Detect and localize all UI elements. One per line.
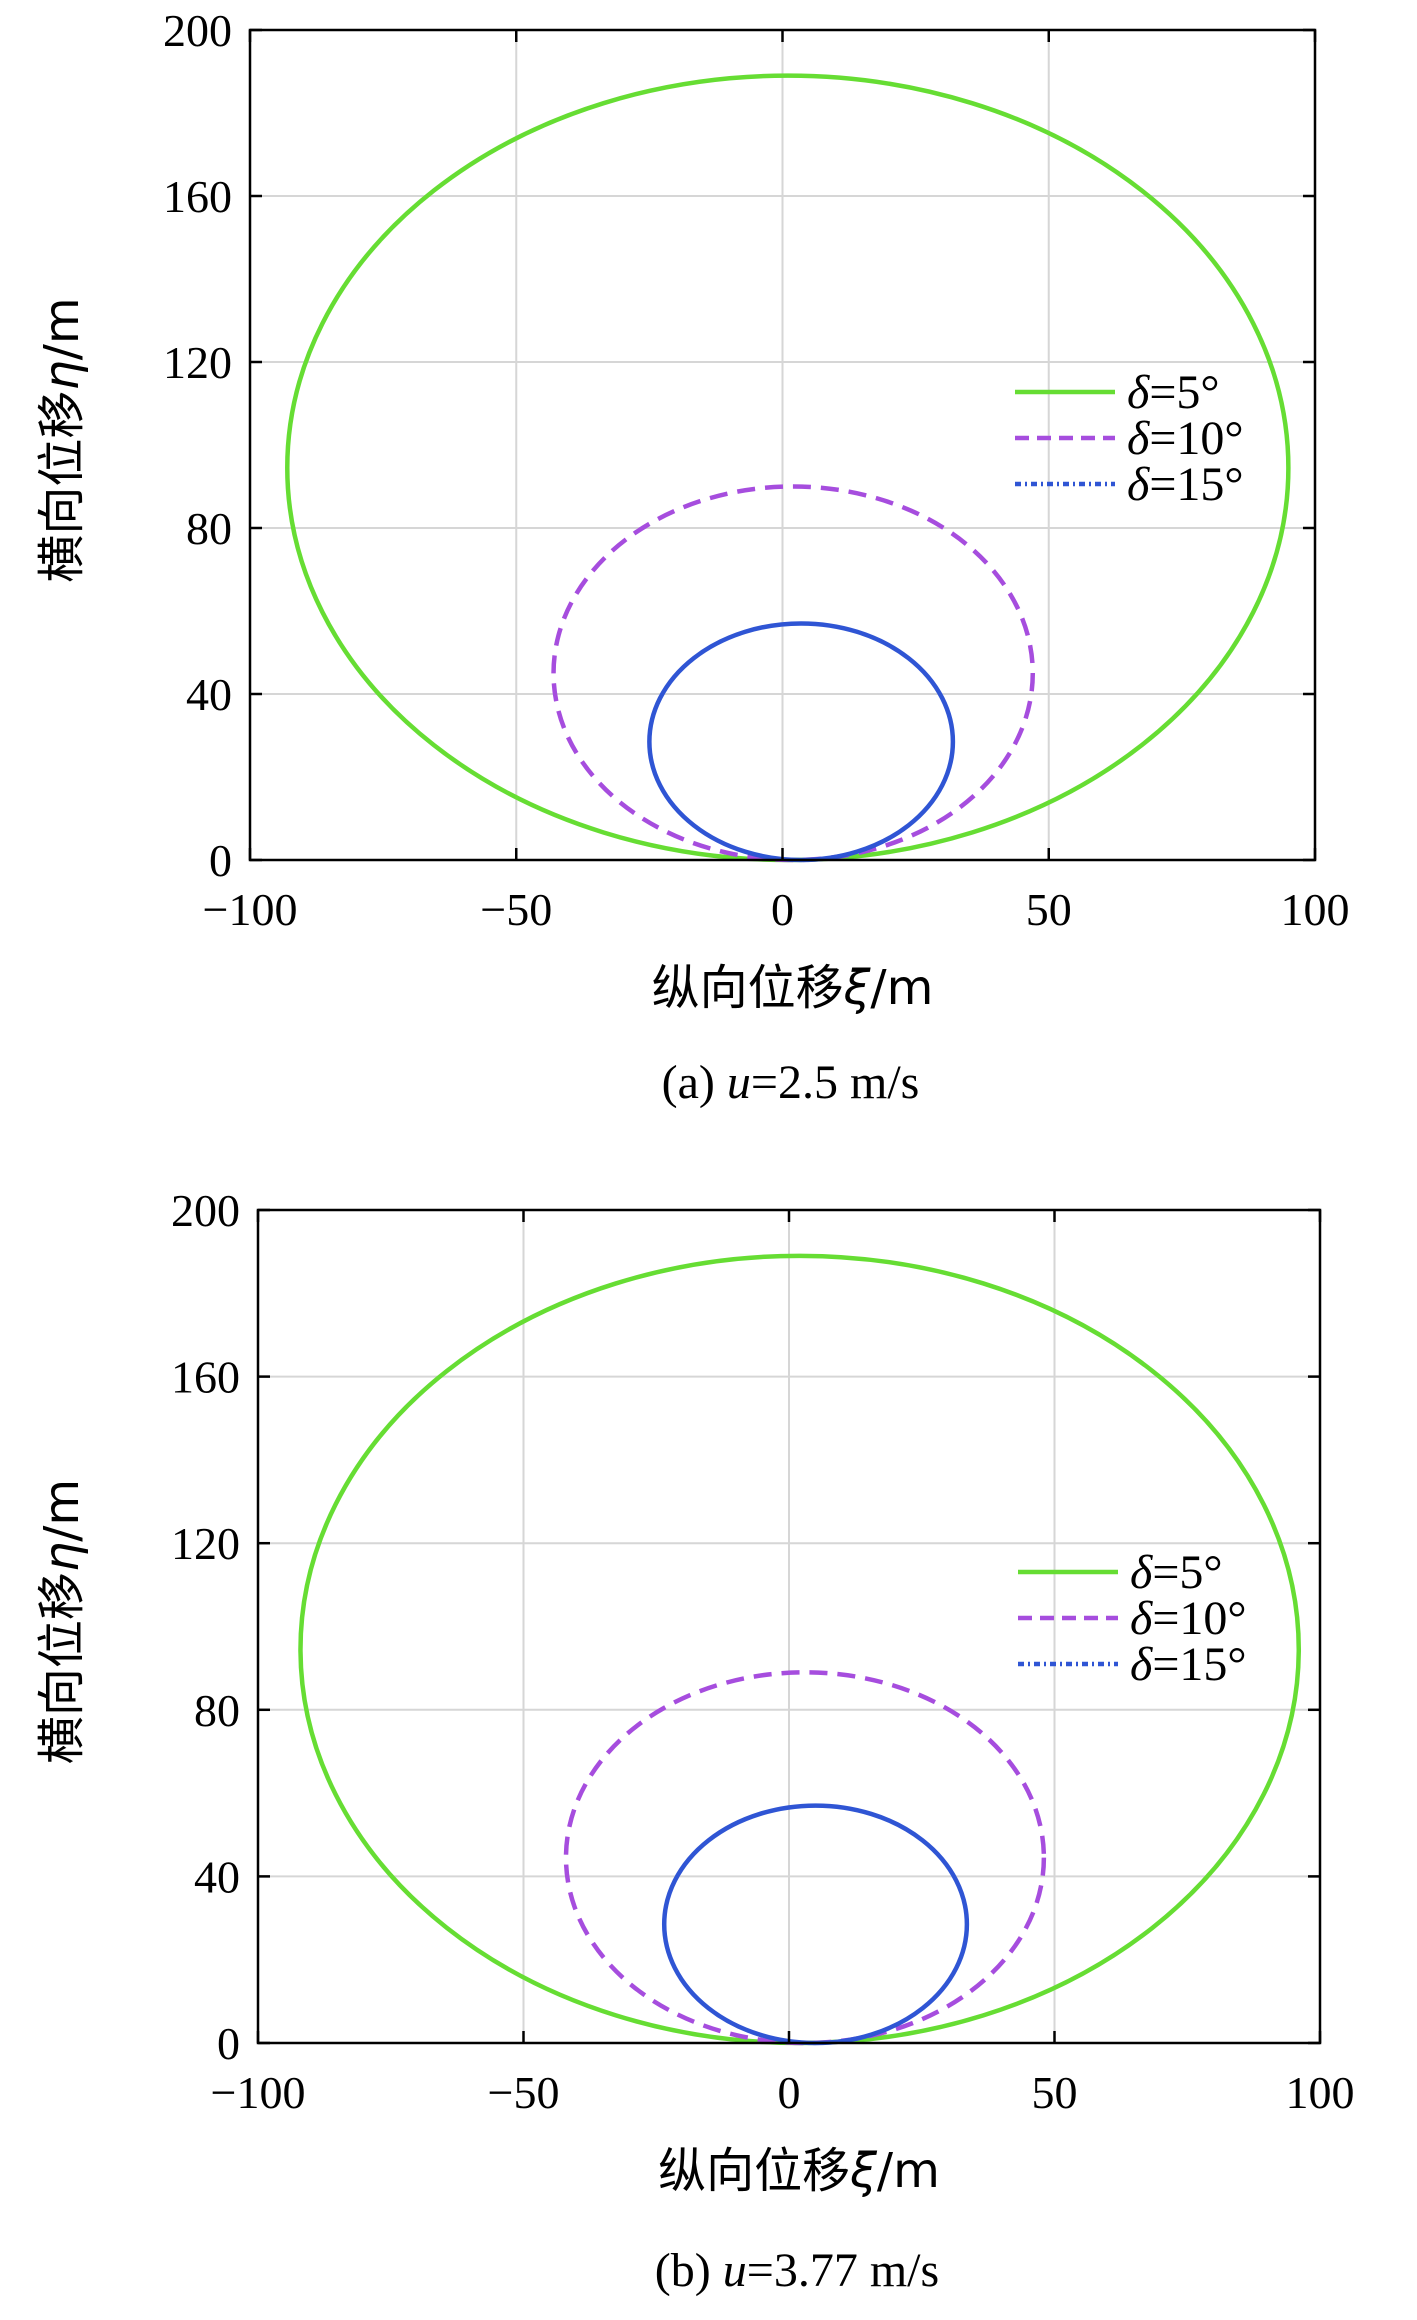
caption-prefix: (a) — [662, 1056, 727, 1109]
y-tick-label: 40 — [186, 669, 232, 720]
x-tick-label: 100 — [1281, 884, 1350, 935]
x-tick-label: 50 — [1032, 2067, 1078, 2118]
legend-label-var: δ — [1130, 1638, 1153, 1691]
legend-label-var: δ — [1127, 366, 1150, 419]
x-tick-label: 100 — [1286, 2067, 1355, 2118]
x-axis-label-var: ξ — [849, 2143, 878, 2199]
y-axis-label: 横向位移η/m — [34, 1479, 90, 1764]
y-axis-label-text: 横向位移 — [34, 391, 90, 583]
y-axis-label-var: η — [34, 1542, 90, 1572]
x-tick-label: −100 — [211, 2067, 306, 2118]
caption-value: =3.77 m/s — [747, 2244, 939, 2297]
series-line-1 — [563, 1670, 1047, 2046]
y-axis-label-text: 横向位移 — [34, 1572, 90, 1764]
caption-prefix: (b) — [655, 2244, 723, 2297]
y-tick-label: 0 — [209, 835, 232, 886]
x-tick-label: −50 — [480, 884, 552, 935]
x-tick-label: 50 — [1026, 884, 1072, 935]
y-axis-label: 横向位移η/m — [34, 297, 90, 582]
panel-caption: (b) u=3.77 m/s — [655, 2244, 939, 2297]
series-line-2 — [647, 621, 956, 863]
legend-label-var: δ — [1127, 458, 1150, 511]
y-axis-label-var: η — [34, 360, 90, 390]
panel-caption: (a) u=2.5 m/s — [662, 1056, 920, 1109]
y-tick-label: 160 — [163, 171, 232, 222]
x-axis-label: 纵向位移ξ/m — [652, 960, 934, 1016]
y-axis-label-unit: /m — [34, 1479, 90, 1542]
y-axis-label-unit: /m — [34, 297, 90, 360]
legend-label-value: =10° — [1152, 1592, 1246, 1645]
x-tick-label: −100 — [203, 884, 298, 935]
x-axis-label-var: ξ — [843, 960, 872, 1016]
x-tick-label: −50 — [488, 2067, 560, 2118]
y-tick-label: 80 — [194, 1685, 240, 1736]
legend-label-var: δ — [1127, 412, 1150, 465]
y-tick-label: 0 — [217, 2018, 240, 2069]
x-axis-label-unit: /m — [870, 960, 933, 1016]
x-tick-label: 0 — [771, 884, 794, 935]
y-tick-label: 120 — [163, 337, 232, 388]
chart-panel-1: −100 −50 0 50 10004080120160200纵向位移ξ/m横向位移η/… — [34, 1185, 1355, 2297]
y-tick-label: 40 — [194, 1851, 240, 1902]
legend-label-0: δ=5° — [1130, 1546, 1223, 1599]
legend-label-value: =10° — [1149, 412, 1243, 465]
series-line-2 — [661, 1803, 970, 2046]
x-axis-label-text: 纵向位移 — [652, 960, 844, 1016]
legend-label-var: δ — [1130, 1546, 1153, 1599]
y-tick-label: 120 — [171, 1518, 240, 1569]
x-axis-label: 纵向位移ξ/m — [658, 2143, 940, 2199]
x-axis-label-text: 纵向位移 — [658, 2143, 850, 2199]
legend-label-2: δ=15° — [1127, 458, 1244, 511]
legend-label-value: =15° — [1149, 458, 1243, 511]
chart-panel-0: −100 −50 0 50 10004080120160200纵向位移ξ/m横向位移η/… — [34, 5, 1350, 1109]
caption-var: u — [723, 2244, 747, 2297]
series-line-1 — [551, 484, 1036, 863]
caption-value: =2.5 m/s — [751, 1056, 919, 1109]
y-tick-label: 200 — [171, 1185, 240, 1236]
legend-label-0: δ=5° — [1127, 366, 1220, 419]
y-tick-label: 200 — [163, 5, 232, 56]
y-tick-label: 80 — [186, 503, 232, 554]
x-tick-label: 0 — [778, 2067, 801, 2118]
legend-label-value: =5° — [1152, 1546, 1222, 1599]
x-axis-label-unit: /m — [877, 2143, 940, 2199]
legend-label-1: δ=10° — [1130, 1592, 1247, 1645]
y-tick-label: 160 — [171, 1352, 240, 1403]
legend-label-value: =5° — [1149, 366, 1219, 419]
legend-label-value: =15° — [1152, 1638, 1246, 1691]
legend-label-var: δ — [1130, 1592, 1153, 1645]
caption-var: u — [727, 1056, 751, 1109]
legend-label-1: δ=10° — [1127, 412, 1244, 465]
legend-label-2: δ=15° — [1130, 1638, 1247, 1691]
